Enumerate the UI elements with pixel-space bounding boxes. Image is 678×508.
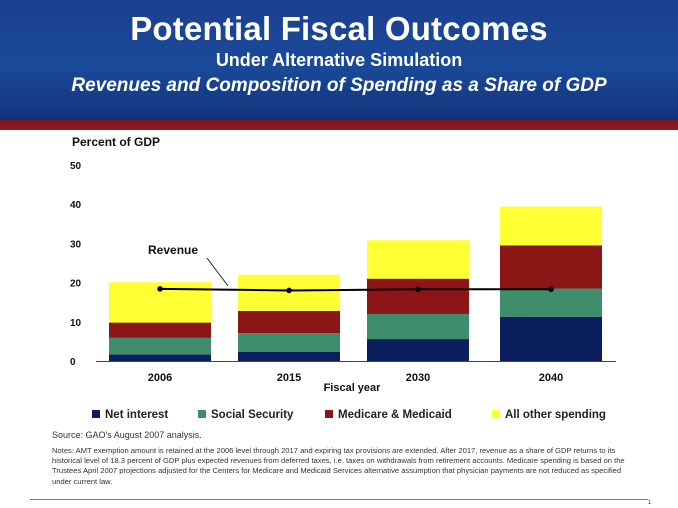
revenue-point-2030 <box>415 286 421 293</box>
title-banner <box>0 0 678 120</box>
legend-swatch-net-interest <box>92 410 100 418</box>
legend-item-net-interest: Net interest <box>92 409 168 421</box>
bar-segment-social-security-2015 <box>238 333 340 352</box>
y-axis-label: Percent of GDP <box>72 135 160 149</box>
footer-rule <box>30 499 648 500</box>
legend-label: Medicare & Medicaid <box>338 409 452 421</box>
legend-swatch-social-security <box>198 410 206 418</box>
legend-label: Net interest <box>105 409 169 421</box>
chart-legend: Net interest Social Security Medicare & … <box>92 409 652 423</box>
slide-subtitle: Under Alternative Simulation <box>215 50 463 70</box>
legend-swatch-all-other-spending <box>492 410 500 418</box>
bar-segment-all-other-spending-2040 <box>500 206 602 246</box>
footnotes: Notes: AMT exemption amount is retained … <box>52 446 625 486</box>
source-note: Source: GAO's August 2007 analysis. <box>52 430 202 440</box>
bar-segment-all-other-spending-2030 <box>367 240 469 279</box>
revenue-line <box>159 287 551 292</box>
legend-label: All other spending <box>505 409 606 421</box>
revenue-points <box>157 286 554 294</box>
y-tick-label: 20 <box>70 279 82 290</box>
y-tick-label: 50 <box>70 161 82 172</box>
x-tick-label: 2030 <box>406 372 430 384</box>
bar-segment-net-interest-2040 <box>500 316 602 361</box>
legend-item-all-other-spending: All other spending <box>492 409 606 421</box>
y-tick-labels: 0 10 20 30 40 50 <box>70 161 82 368</box>
x-tick-label: 2040 <box>539 372 563 384</box>
bar-segment-social-security-2030 <box>367 313 469 340</box>
y-tick-label: 0 <box>70 357 76 368</box>
revenue-point-2040 <box>548 286 554 293</box>
bar-segment-social-security-2006 <box>109 337 211 355</box>
x-tick-label: 2015 <box>277 372 301 384</box>
y-tick-label: 10 <box>70 318 82 329</box>
x-tick-label: 2006 <box>148 372 172 384</box>
slide-title: Potential Fiscal Outcomes <box>130 10 548 47</box>
banner-rule <box>0 120 678 130</box>
bar-segment-medicare-medicaid-2030 <box>367 278 469 314</box>
revenue-point-2006 <box>157 286 163 292</box>
legend-swatch-medicare-medicaid <box>325 410 333 418</box>
revenue-point-2015 <box>286 287 292 294</box>
bars-group <box>109 206 602 361</box>
slide-subtitle-2: Revenues and Composition of Spending as … <box>71 75 607 96</box>
revenue-annotation-arrow <box>206 257 229 287</box>
y-tick-label: 40 <box>70 200 82 211</box>
bar-segment-medicare-medicaid-2015 <box>238 310 340 334</box>
legend-label: Social Security <box>211 409 294 421</box>
y-tick-label: 30 <box>70 239 82 250</box>
bar-segment-net-interest-2015 <box>238 351 340 361</box>
bar-segment-social-security-2040 <box>500 288 602 317</box>
bar-segment-medicare-medicaid-2040 <box>500 245 602 289</box>
bar-segment-medicare-medicaid-2006 <box>109 322 211 338</box>
legend-item-social-security: Social Security <box>198 409 293 421</box>
revenue-annotation: Revenue <box>148 243 198 257</box>
legend-item-medicare-medicaid: Medicare & Medicaid <box>325 409 452 421</box>
page-number: 1 <box>648 500 652 506</box>
bar-segment-net-interest-2030 <box>367 339 469 361</box>
x-axis-label: Fiscal year <box>324 382 382 394</box>
x-tick-labels: 2006 2015 2030 2040 <box>148 372 563 384</box>
bar-segment-net-interest-2006 <box>109 354 211 361</box>
